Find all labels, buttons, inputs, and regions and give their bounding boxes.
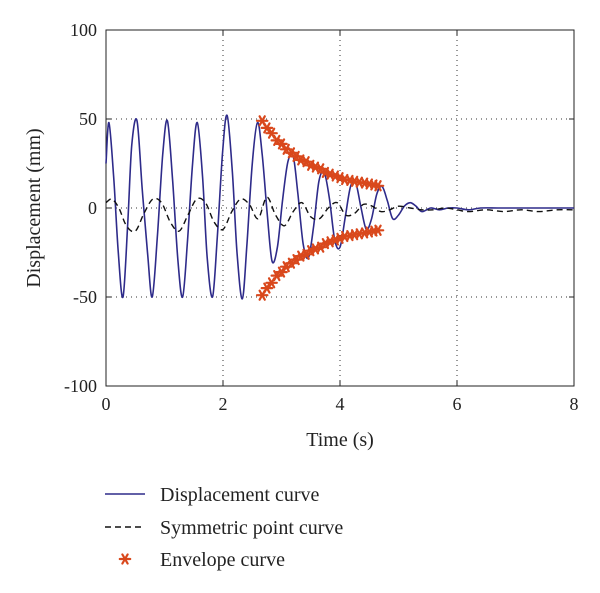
envelope-series <box>255 115 385 301</box>
y-tick-label: -50 <box>73 287 97 307</box>
series-group <box>105 114 575 301</box>
y-tick-label: -100 <box>64 376 97 396</box>
legend-marker-envelope <box>118 553 132 565</box>
x-tick-label: 0 <box>102 394 111 414</box>
y-tick-label: 0 <box>88 198 97 218</box>
y-tick-label: 50 <box>79 109 97 129</box>
x-tick-label: 4 <box>336 394 345 414</box>
envelope-point-upper <box>260 122 274 134</box>
y-axis-title: Displacement (mm) <box>23 128 45 287</box>
x-tick-label: 6 <box>453 394 462 414</box>
legend-label: Displacement curve <box>160 484 319 506</box>
envelope-point-lower <box>371 224 385 236</box>
displacement-line <box>105 114 574 300</box>
x-tick-label: 2 <box>219 394 228 414</box>
legend: Displacement curve Symmetric point curve E… <box>105 484 343 571</box>
envelope-point-lower <box>260 282 274 294</box>
y-tick-label: 100 <box>70 20 97 40</box>
legend-label: Symmetric point curve <box>160 517 343 539</box>
x-tick-label: 8 <box>570 394 579 414</box>
symmetric-point-line <box>105 196 575 233</box>
envelope-point-upper <box>371 180 385 192</box>
x-axis-title: Time (s) <box>306 429 374 451</box>
envelope-point-upper <box>275 138 288 150</box>
envelope-point-lower <box>275 266 288 278</box>
legend-label: Envelope curve <box>160 549 285 571</box>
